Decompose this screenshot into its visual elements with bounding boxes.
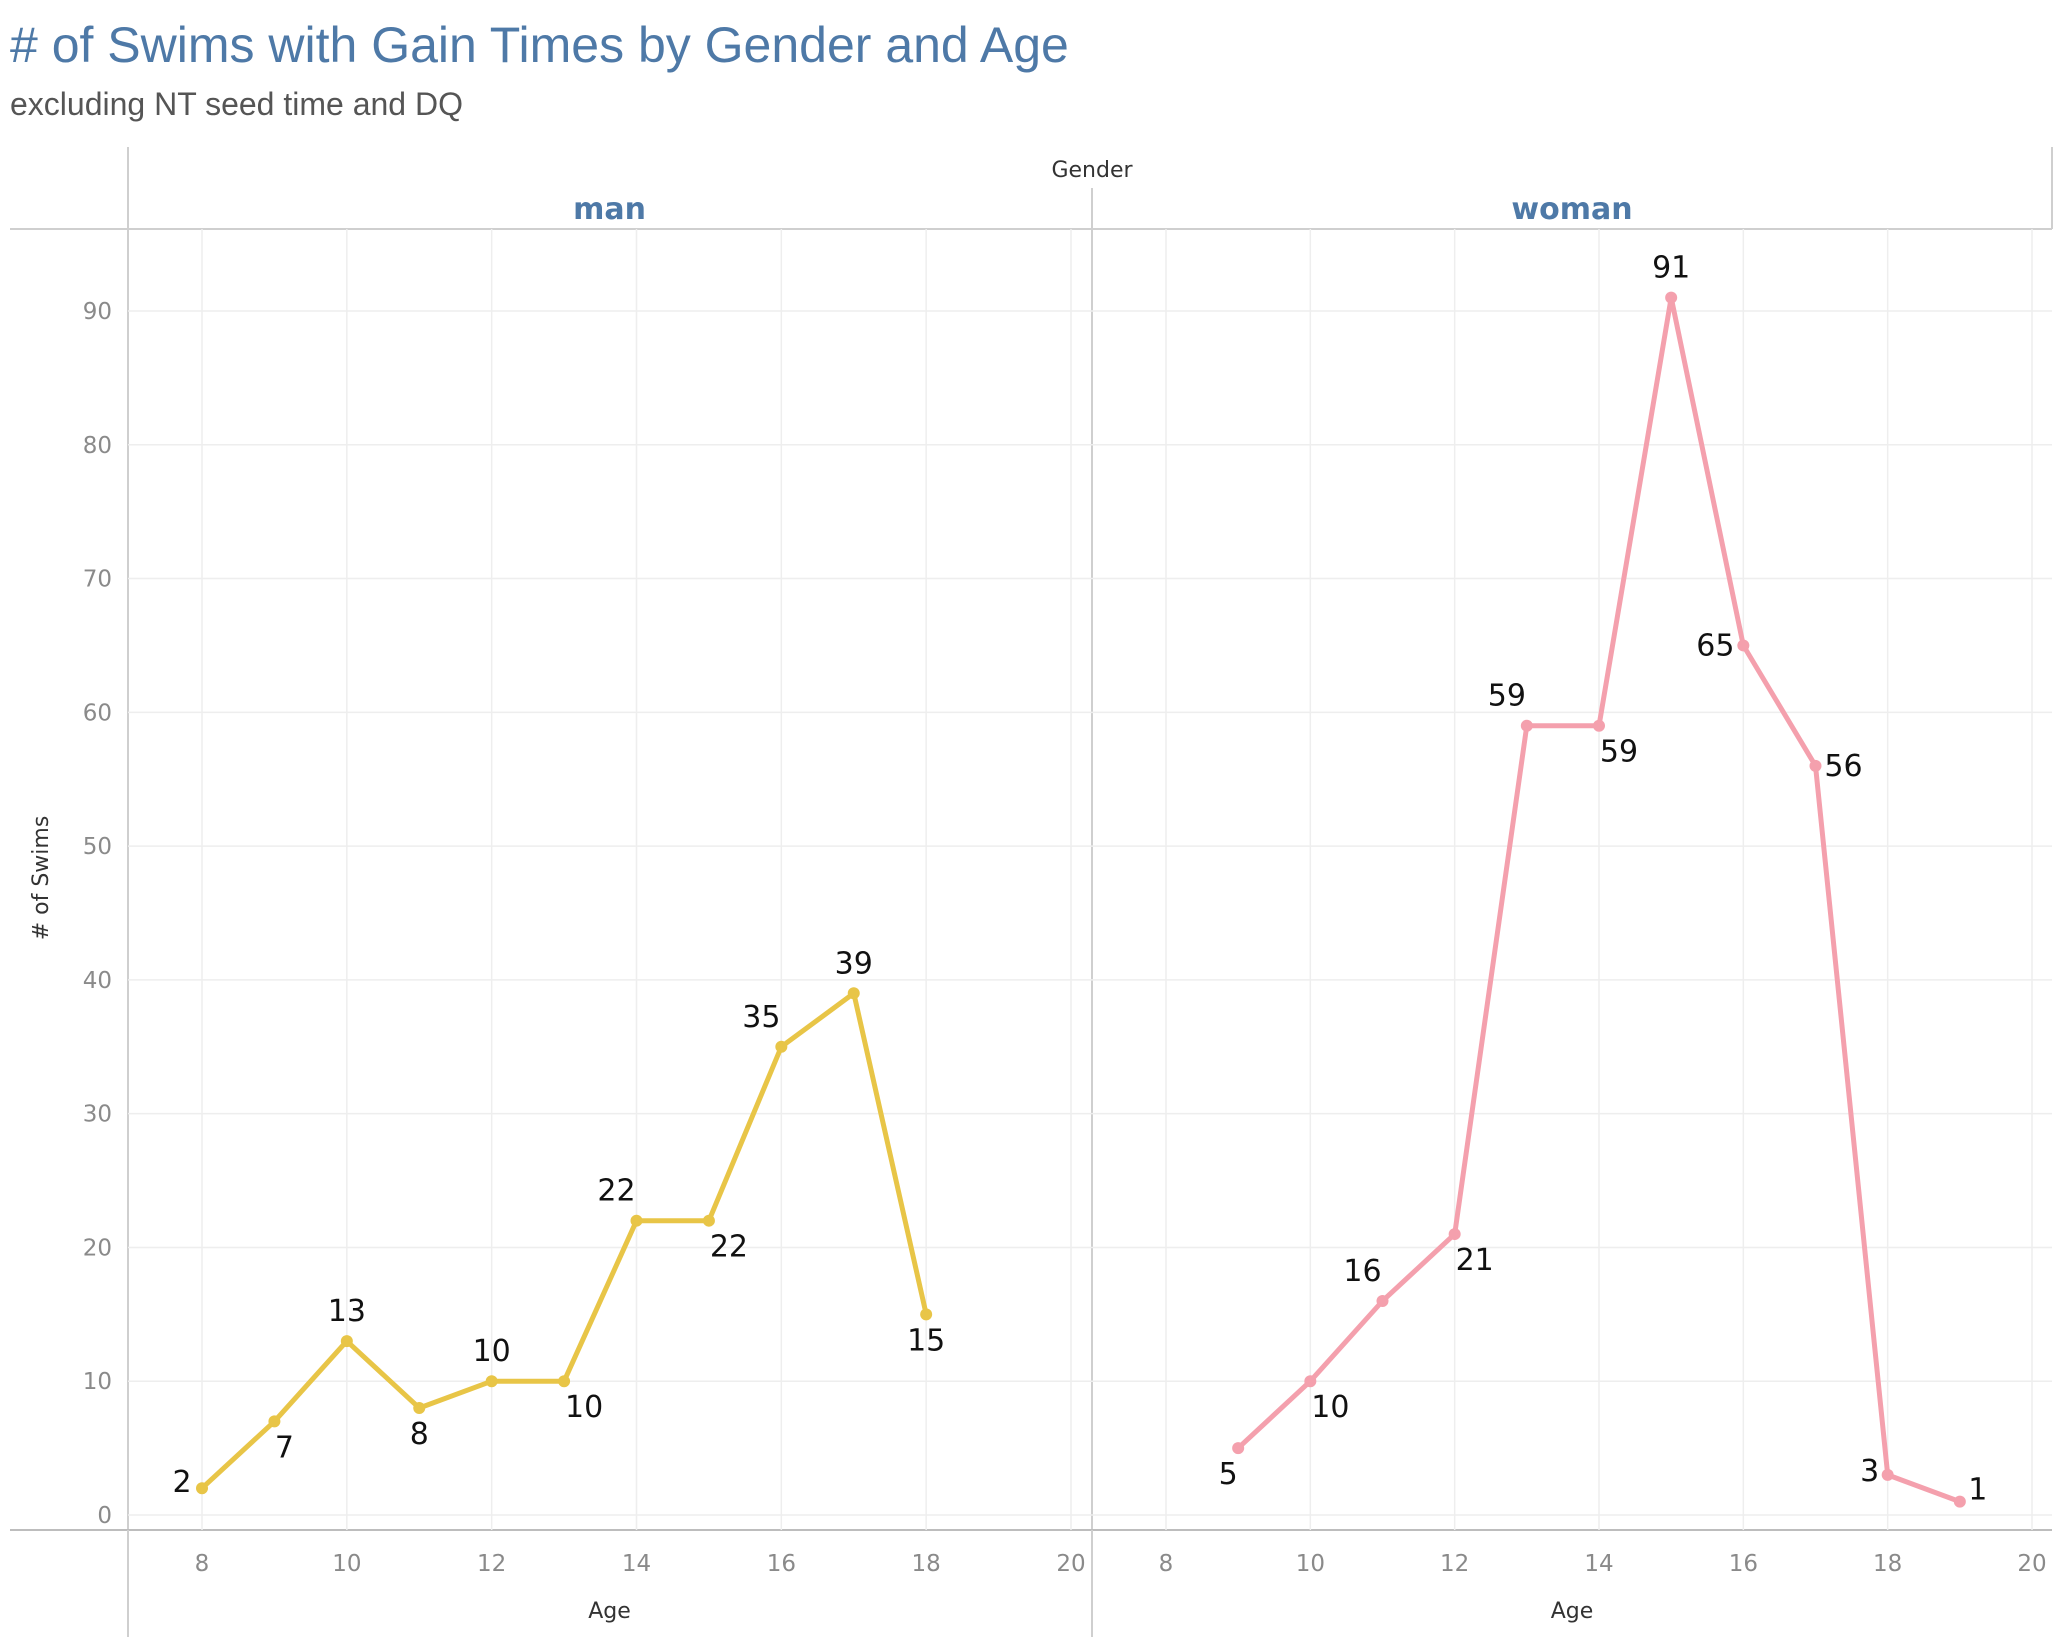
y-tick-label: 70 bbox=[83, 567, 112, 593]
data-label: 7 bbox=[275, 1430, 294, 1465]
data-label: 35 bbox=[742, 1000, 780, 1035]
x-tick-label: 16 bbox=[767, 1551, 796, 1577]
data-label: 39 bbox=[835, 946, 873, 981]
data-label: 91 bbox=[1652, 251, 1690, 286]
data-point[interactable] bbox=[1376, 1294, 1389, 1307]
y-tick-label: 0 bbox=[97, 1503, 112, 1529]
data-label: 16 bbox=[1343, 1254, 1381, 1289]
data-point[interactable] bbox=[1881, 1468, 1894, 1481]
data-label: 3 bbox=[1860, 1454, 1879, 1489]
y-tick-label: 90 bbox=[83, 299, 112, 325]
data-label: 15 bbox=[907, 1323, 945, 1358]
x-tick-label: 12 bbox=[477, 1551, 506, 1577]
y-axis-title: # of Swims bbox=[29, 816, 54, 941]
x-tick-label: 20 bbox=[2017, 1551, 2046, 1577]
data-label: 2 bbox=[172, 1465, 191, 1500]
y-tick-label: 60 bbox=[83, 700, 112, 726]
data-point[interactable] bbox=[196, 1482, 208, 1495]
data-label: 5 bbox=[1219, 1457, 1238, 1492]
x-tick-label: 18 bbox=[1873, 1551, 1902, 1577]
data-point[interactable] bbox=[1593, 719, 1605, 732]
x-tick-label: 8 bbox=[1159, 1551, 1174, 1577]
x-tick-label: 12 bbox=[1440, 1551, 1469, 1577]
x-tick-label: 16 bbox=[1729, 1551, 1758, 1577]
data-label: 22 bbox=[597, 1174, 635, 1209]
data-label: 21 bbox=[1456, 1243, 1494, 1278]
data-label: 10 bbox=[1311, 1390, 1349, 1425]
data-label: 1 bbox=[1968, 1473, 1987, 1508]
x-tick-label: 10 bbox=[1296, 1551, 1325, 1577]
column-header-title: Gender bbox=[1051, 158, 1133, 183]
chart-title: # of Swims with Gain Times by Gender and… bbox=[10, 17, 1069, 73]
data-point[interactable] bbox=[1232, 1442, 1245, 1455]
x-tick-label: 14 bbox=[1584, 1551, 1613, 1577]
data-label: 59 bbox=[1600, 735, 1638, 770]
data-label: 10 bbox=[565, 1390, 603, 1425]
x-tick-label: 8 bbox=[195, 1551, 210, 1577]
data-point[interactable] bbox=[558, 1375, 571, 1388]
y-tick-label: 10 bbox=[83, 1369, 112, 1395]
x-tick-label: 10 bbox=[332, 1551, 361, 1577]
data-label: 22 bbox=[710, 1230, 748, 1265]
data-point[interactable] bbox=[1737, 639, 1750, 652]
data-point[interactable] bbox=[268, 1415, 281, 1428]
panel-label-woman: woman bbox=[1511, 192, 1632, 227]
data-point[interactable] bbox=[920, 1308, 933, 1321]
data-label: 10 bbox=[473, 1334, 511, 1369]
y-tick-label: 80 bbox=[83, 433, 112, 459]
data-label: 56 bbox=[1824, 749, 1862, 784]
series-layer bbox=[196, 291, 1966, 1508]
data-label: 65 bbox=[1696, 628, 1734, 663]
data-point[interactable] bbox=[1448, 1228, 1461, 1241]
chart-frame bbox=[10, 147, 2053, 1637]
x-tick-label: 14 bbox=[622, 1551, 651, 1577]
data-point[interactable] bbox=[775, 1040, 788, 1053]
data-point[interactable] bbox=[1520, 719, 1533, 732]
data-label: 59 bbox=[1488, 679, 1526, 714]
data-point[interactable] bbox=[1809, 759, 1822, 772]
x-tick-label: 18 bbox=[912, 1551, 941, 1577]
x-axis-title: Age bbox=[588, 1599, 631, 1624]
data-point[interactable] bbox=[1665, 291, 1678, 304]
data-point[interactable] bbox=[847, 987, 860, 1000]
data-point[interactable] bbox=[702, 1214, 715, 1227]
data-point[interactable] bbox=[1304, 1375, 1317, 1388]
data-point[interactable] bbox=[413, 1401, 426, 1414]
chart-subtitle: excluding NT seed time and DQ bbox=[10, 86, 463, 122]
data-point[interactable] bbox=[1953, 1495, 1966, 1508]
y-tick-label: 50 bbox=[83, 834, 112, 860]
x-tick-label: 20 bbox=[1056, 1551, 1085, 1577]
data-point[interactable] bbox=[340, 1335, 353, 1348]
y-tick-label: 40 bbox=[83, 968, 112, 994]
panel-label-man: man bbox=[573, 192, 646, 227]
y-tick-label: 30 bbox=[83, 1102, 112, 1128]
data-point[interactable] bbox=[485, 1375, 498, 1388]
data-labels: 2 7 13 8 10 10 22 22 35 39 15 5 10 16 21 59 59 91 65 56 3 1 bbox=[172, 251, 1987, 1508]
y-tick-label: 20 bbox=[83, 1235, 112, 1261]
data-label: 8 bbox=[410, 1417, 429, 1452]
x-axis-title: Age bbox=[1551, 1599, 1594, 1624]
gridlines bbox=[128, 229, 2052, 1530]
data-label: 13 bbox=[328, 1294, 366, 1329]
data-point[interactable] bbox=[630, 1214, 643, 1227]
